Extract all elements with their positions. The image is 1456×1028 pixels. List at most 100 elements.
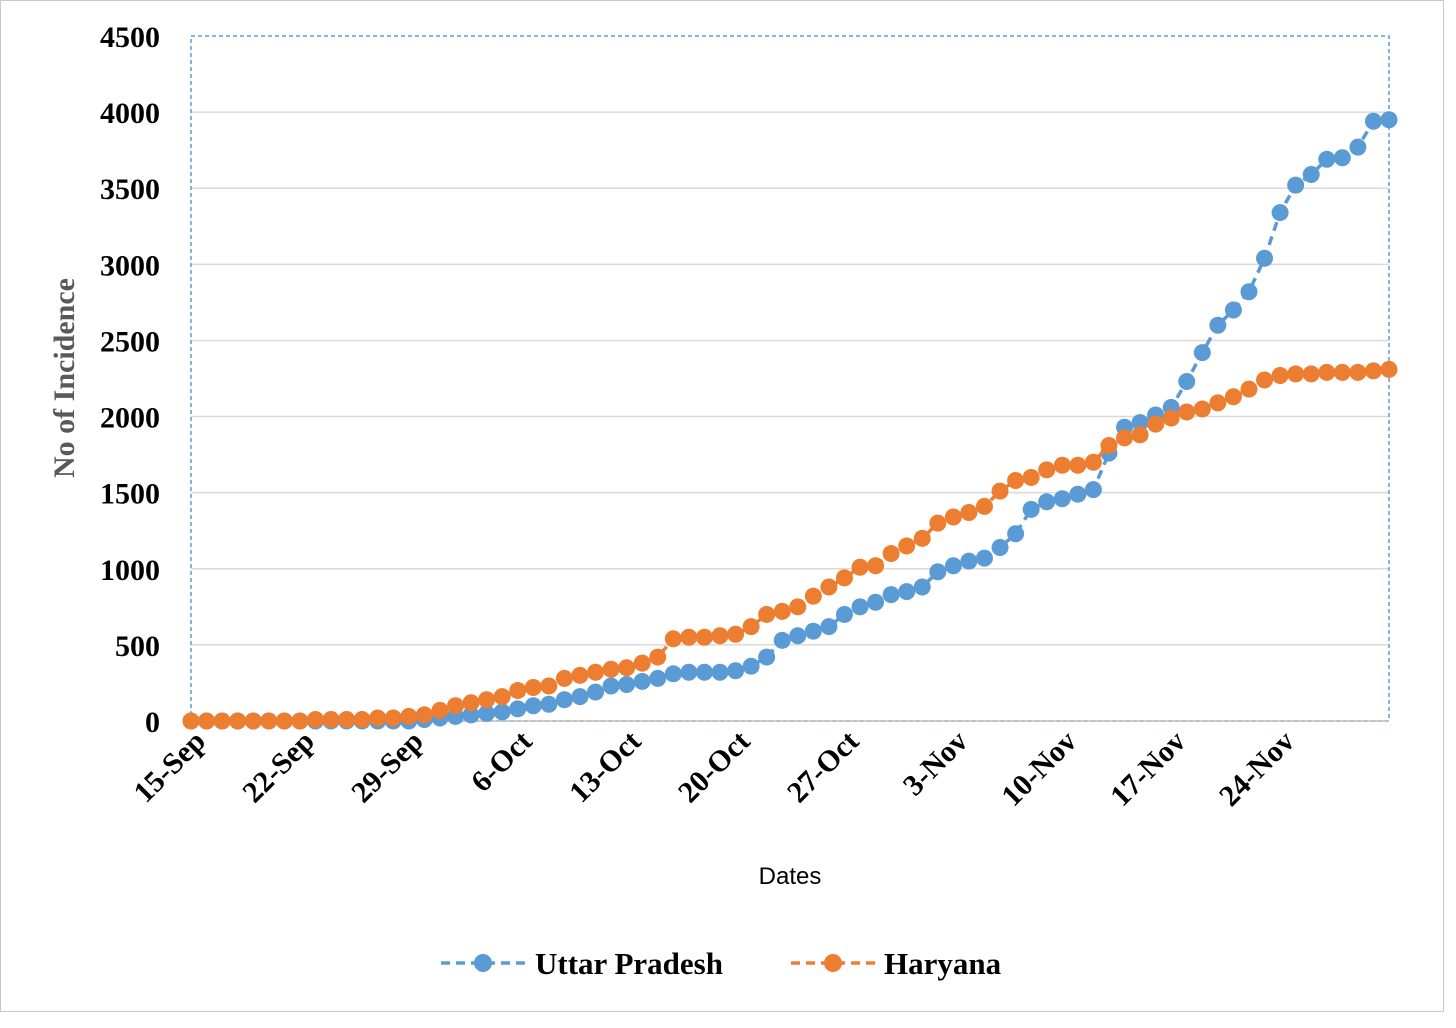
data-point-uttar-pradesh xyxy=(711,663,729,681)
data-point-haryana xyxy=(229,712,247,730)
y-tick-label-4500: 4500 xyxy=(100,21,160,54)
data-point-haryana xyxy=(493,688,511,706)
data-point-haryana xyxy=(1162,409,1180,427)
data-point-haryana xyxy=(587,663,605,681)
data-point-haryana xyxy=(400,707,418,725)
legend-label-uttar-pradesh: Uttar Pradesh xyxy=(535,946,723,981)
data-point-uttar-pradesh xyxy=(540,695,558,713)
data-point-haryana xyxy=(244,712,262,730)
data-point-uttar-pradesh xyxy=(602,677,620,695)
data-point-haryana xyxy=(835,569,853,587)
y-tick-label-3000: 3000 xyxy=(100,249,160,282)
y-tick-label-1500: 1500 xyxy=(100,478,160,511)
data-point-haryana xyxy=(758,605,776,623)
data-point-haryana xyxy=(913,529,931,547)
data-point-uttar-pradesh xyxy=(867,593,885,611)
data-point-haryana xyxy=(1007,471,1025,489)
data-point-haryana xyxy=(431,701,449,719)
data-point-haryana xyxy=(602,660,620,678)
data-point-uttar-pradesh xyxy=(882,586,900,604)
data-point-haryana xyxy=(1364,362,1382,380)
data-point-haryana xyxy=(291,712,309,730)
data-point-uttar-pradesh xyxy=(1256,249,1274,267)
series-line-uttar-pradesh xyxy=(191,117,1390,723)
data-point-haryana xyxy=(929,514,947,532)
series-haryana xyxy=(182,360,1398,730)
data-point-uttar-pradesh xyxy=(851,598,869,616)
y-tick-label-2500: 2500 xyxy=(100,325,160,358)
data-point-haryana xyxy=(462,694,480,712)
data-point-uttar-pradesh xyxy=(804,622,822,640)
data-point-uttar-pradesh xyxy=(773,631,791,649)
data-point-haryana xyxy=(820,578,838,596)
data-point-uttar-pradesh xyxy=(555,691,573,709)
data-point-haryana xyxy=(1193,400,1211,418)
data-point-uttar-pradesh xyxy=(820,618,838,636)
data-point-haryana xyxy=(306,710,324,728)
data-point-haryana xyxy=(1240,380,1258,398)
data-point-uttar-pradesh xyxy=(1364,112,1382,130)
data-point-uttar-pradesh xyxy=(960,552,978,570)
data-point-uttar-pradesh xyxy=(727,662,745,680)
data-point-uttar-pradesh xyxy=(1287,176,1305,194)
data-point-haryana xyxy=(742,618,760,636)
y-tick-label-3500: 3500 xyxy=(100,173,160,206)
data-point-uttar-pradesh xyxy=(1069,485,1087,503)
data-point-haryana xyxy=(1053,456,1071,474)
data-point-haryana xyxy=(540,677,558,695)
data-point-haryana xyxy=(1084,453,1102,471)
data-point-uttar-pradesh xyxy=(929,563,947,581)
data-point-haryana xyxy=(1256,371,1274,389)
x-tick-label-29-Sep: 29-Sep xyxy=(345,725,430,810)
data-point-haryana xyxy=(1038,461,1056,479)
data-point-uttar-pradesh xyxy=(1302,166,1320,184)
data-point-uttar-pradesh xyxy=(975,549,993,567)
data-point-uttar-pradesh xyxy=(944,557,962,575)
data-point-haryana xyxy=(944,508,962,526)
y-tick-label-2000: 2000 xyxy=(100,402,160,435)
data-point-uttar-pradesh xyxy=(913,578,931,596)
data-point-haryana xyxy=(649,648,667,666)
data-point-uttar-pradesh xyxy=(633,672,651,690)
data-point-haryana xyxy=(1318,363,1336,381)
data-point-haryana xyxy=(680,628,698,646)
data-point-uttar-pradesh xyxy=(587,683,605,701)
data-point-haryana xyxy=(851,558,869,576)
data-point-uttar-pradesh xyxy=(1333,149,1351,167)
x-axis-label: Dates xyxy=(759,863,822,890)
data-point-haryana xyxy=(415,706,433,724)
y-tick-label-500: 500 xyxy=(115,630,160,663)
data-point-uttar-pradesh xyxy=(478,704,496,722)
y-tick-label-4000: 4000 xyxy=(100,97,160,130)
data-point-uttar-pradesh xyxy=(1007,525,1025,543)
data-point-haryana xyxy=(1271,366,1289,384)
data-point-haryana xyxy=(960,503,978,521)
series-layer xyxy=(182,111,1398,730)
x-tick-label-6-Oct: 6-Oct xyxy=(465,725,539,799)
series-line-haryana xyxy=(191,367,1390,723)
data-point-haryana xyxy=(1131,426,1149,444)
data-point-uttar-pradesh xyxy=(695,663,713,681)
data-point-haryana xyxy=(1349,363,1367,381)
data-point-haryana xyxy=(275,712,293,730)
data-point-haryana xyxy=(213,712,231,730)
data-point-uttar-pradesh xyxy=(1318,150,1336,168)
data-point-uttar-pradesh xyxy=(649,669,667,687)
data-point-haryana xyxy=(353,710,371,728)
data-point-uttar-pradesh xyxy=(1209,316,1227,334)
data-point-uttar-pradesh xyxy=(509,700,527,718)
series-uttar-pradesh xyxy=(182,111,1398,730)
legend-label-haryana: Haryana xyxy=(884,946,1002,981)
legend: Uttar Pradesh Haryana xyxy=(441,946,1002,981)
data-point-haryana xyxy=(1116,429,1134,447)
data-point-uttar-pradesh xyxy=(1349,138,1367,156)
y-axis-label: No of Incidence xyxy=(48,278,81,478)
legend-item-haryana: Haryana xyxy=(791,946,1002,981)
data-point-haryana xyxy=(1302,365,1320,383)
data-point-haryana xyxy=(446,697,464,715)
x-tick-label-24-Nov: 24-Nov xyxy=(1213,725,1301,813)
x-tick-label-3-Nov: 3-Nov xyxy=(897,725,975,803)
data-point-haryana xyxy=(633,654,651,672)
data-point-haryana xyxy=(369,709,387,727)
data-point-haryana xyxy=(1178,403,1196,421)
